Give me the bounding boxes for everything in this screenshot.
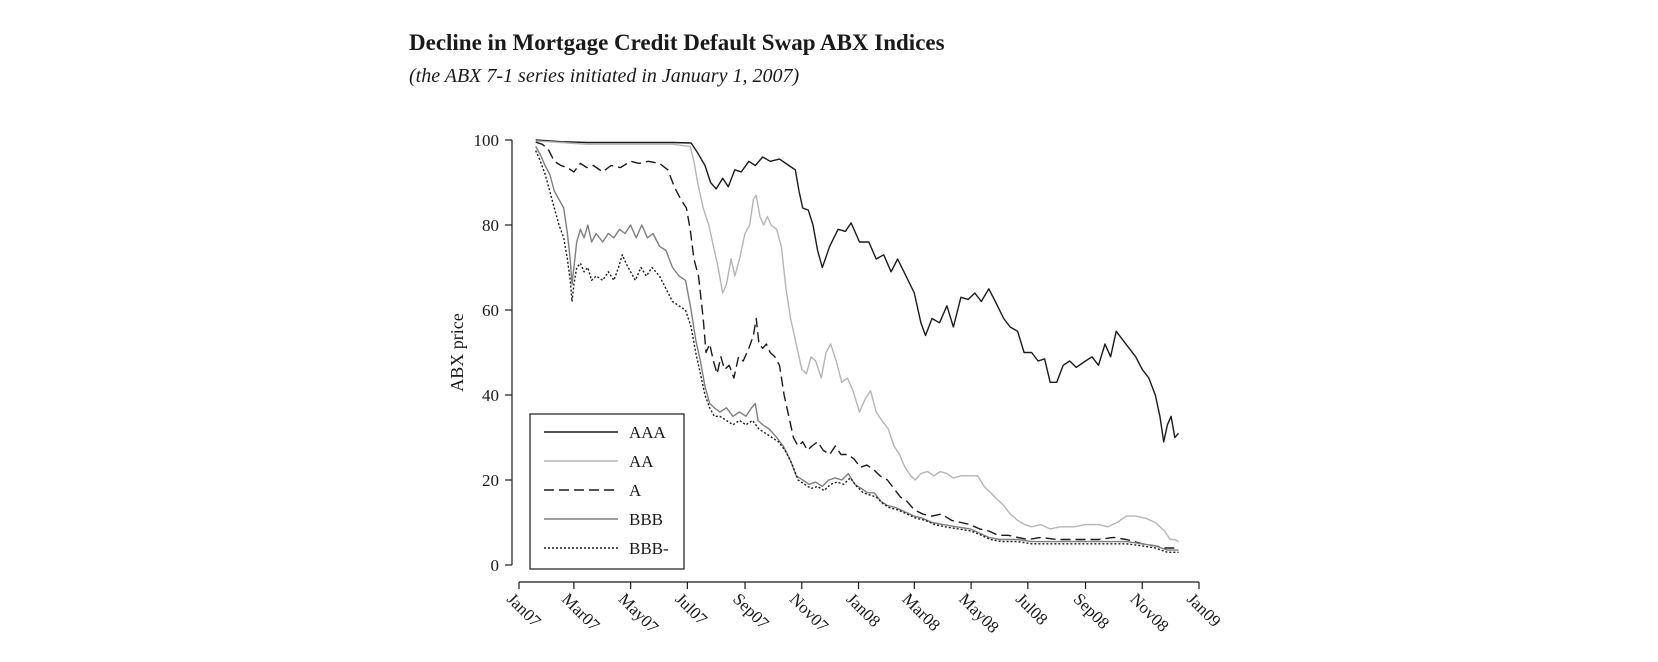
series-line-aa	[535, 140, 1179, 543]
y-tick-label: 60	[482, 301, 499, 320]
y-tick-label: 20	[482, 471, 499, 490]
x-tick-label: May07	[615, 589, 663, 637]
y-axis-title: ABX price	[447, 313, 467, 391]
x-tick-label: Sep08	[1070, 589, 1113, 632]
x-tick-label: Nov07	[786, 589, 833, 636]
x-tick-label: Jan07	[503, 589, 545, 631]
x-tick-label: May08	[955, 589, 1002, 636]
chart-subtitle: (the ABX 7-1 series initiated in January…	[409, 65, 800, 87]
legend-label: AAA	[629, 423, 667, 442]
x-tick-label: Mar08	[899, 589, 944, 634]
x-tick-label: Jan08	[843, 589, 884, 630]
x-tick-label: Jul07	[672, 589, 712, 629]
series-lines	[535, 139, 1180, 553]
x-tick-label: Nov08	[1126, 589, 1172, 635]
chart-title: Decline in Mortgage Credit Default Swap …	[409, 30, 945, 55]
series-line-aaa	[535, 139, 1180, 443]
y-tick-label: 80	[482, 216, 499, 235]
x-tick-label: Jul08	[1012, 589, 1051, 628]
x-tick-label: Sep07	[729, 589, 773, 633]
y-tick-label: 40	[482, 386, 499, 405]
x-tick-label: Jan09	[1183, 589, 1224, 630]
legend-label: BBB	[629, 510, 663, 529]
legend-label: BBB-	[629, 539, 669, 558]
legend-box	[529, 413, 685, 570]
series-line-bbb	[535, 146, 1179, 551]
y-tick-label: 0	[491, 556, 500, 575]
series-line-a	[535, 141, 1179, 549]
y-tick-label: 100	[474, 131, 500, 150]
legend-label: A	[629, 481, 642, 500]
legend-label: AA	[629, 452, 654, 471]
x-tick-label: Mar07	[558, 589, 604, 635]
